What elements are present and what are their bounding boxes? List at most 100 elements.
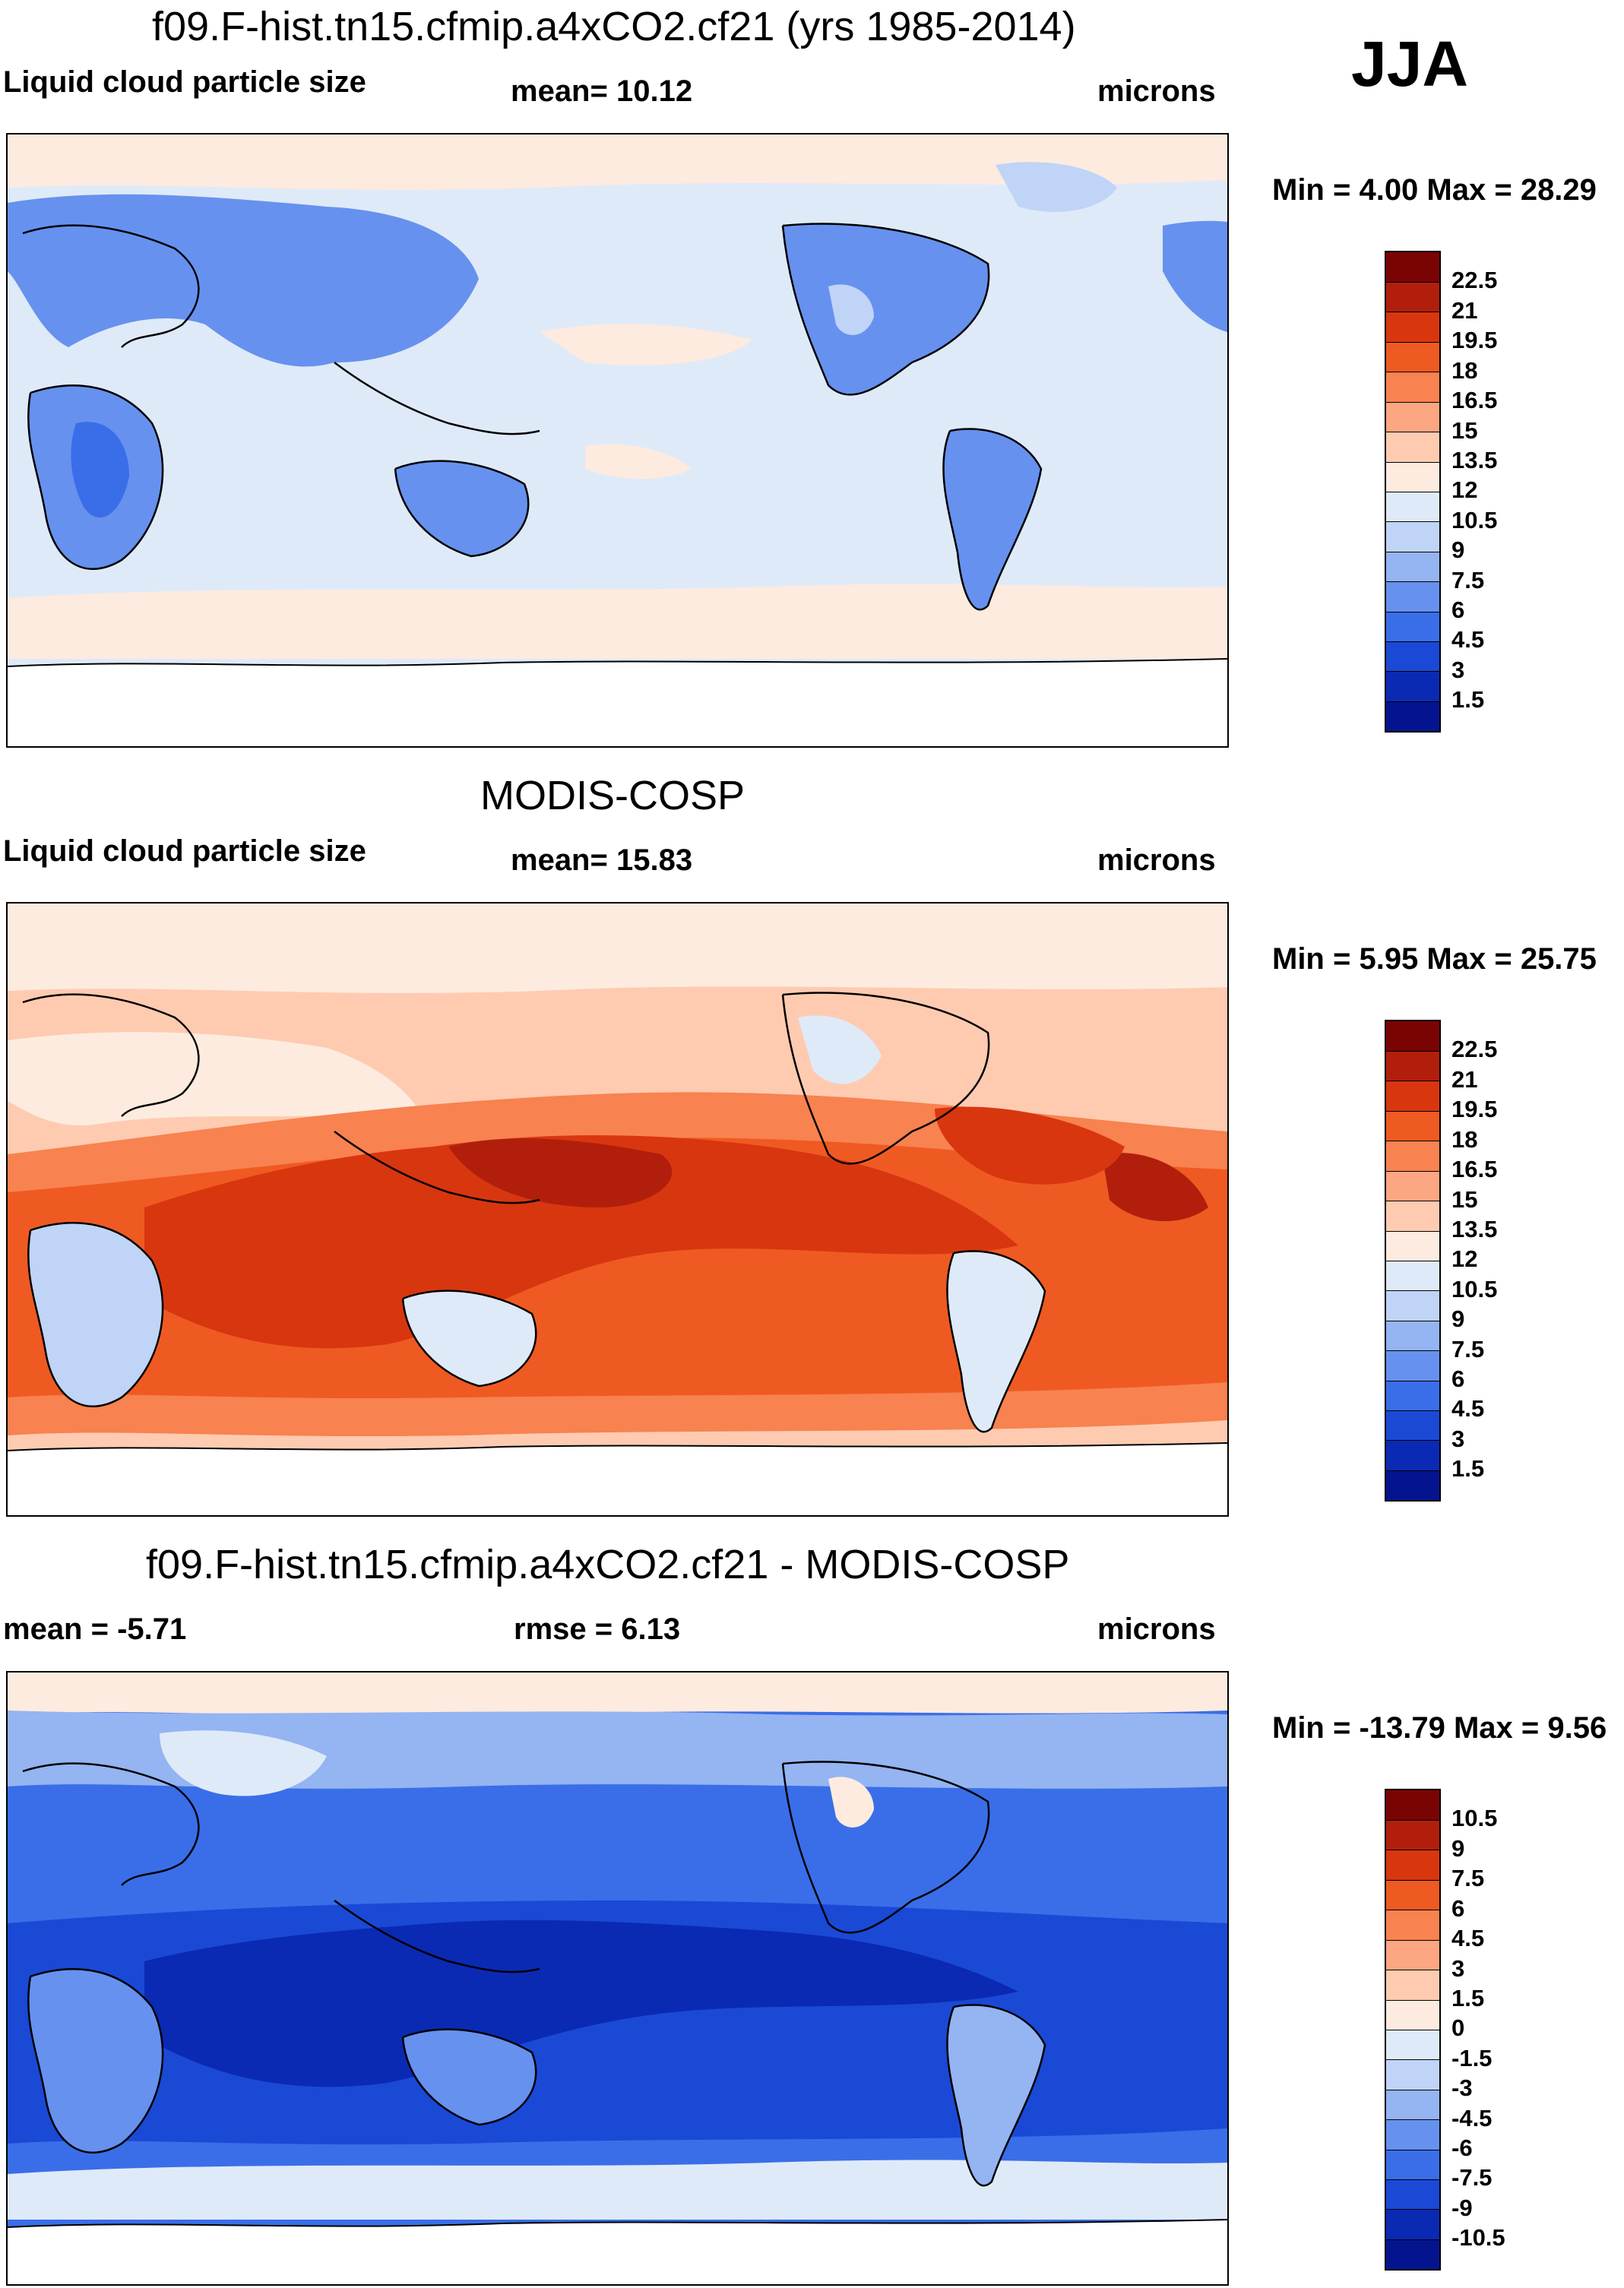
panel3-colorbar-tick: -7.5 — [1451, 2164, 1493, 2191]
panel2-colorbar-tick: 7.5 — [1451, 1336, 1485, 1362]
panel1-colorbar-segment — [1386, 372, 1439, 402]
season-label: JJA — [1351, 28, 1469, 100]
panel3-colorbar-segment — [1386, 1850, 1439, 1880]
panel2-colorbar-segment — [1386, 1321, 1439, 1351]
panel2-colorbar-tick: 22.5 — [1451, 1036, 1498, 1062]
panel1-mean-label: mean= 10.12 — [511, 74, 693, 108]
panel3-colorbar-tick: 3 — [1451, 1955, 1465, 1982]
panel1-colorbar-tick: 9 — [1451, 536, 1465, 563]
panel3-colorbar-segment — [1386, 1970, 1439, 2000]
panel2-colorbar-segment — [1386, 1261, 1439, 1291]
panel3-colorbar-segment — [1386, 2059, 1439, 2090]
panel2-colorbar-tick: 6 — [1451, 1366, 1465, 1392]
panel1-map — [6, 133, 1229, 748]
panel3-colorbar-tick: -9 — [1451, 2195, 1473, 2221]
panel1-colorbar-segment — [1386, 612, 1439, 642]
panel1-colorbar-segment — [1386, 312, 1439, 342]
panel1-colorbar-tick: 1.5 — [1451, 686, 1485, 713]
panel3-colorbar-segment — [1386, 1820, 1439, 1850]
panel2-colorbar-tick: 9 — [1451, 1305, 1465, 1332]
panel1-colorbar-tick: 22.5 — [1451, 267, 1498, 293]
panel3-map — [6, 1671, 1229, 2286]
panel2-colorbar-segment — [1386, 1410, 1439, 1441]
panel3-colorbar-segment — [1386, 2150, 1439, 2180]
panel1-title: f09.F-hist.tn15.cfmip.a4xCO2.cf21 (yrs 1… — [152, 4, 1076, 49]
panel1-colorbar-tick: 3 — [1451, 657, 1465, 683]
panel2-colorbar-tick: 21 — [1451, 1066, 1478, 1093]
panel3-colorbar-tick: 0 — [1451, 2014, 1465, 2041]
panel2-map-field — [8, 903, 1227, 1515]
panel1-colorbar — [1385, 251, 1441, 733]
panel3-units-label: microns — [1097, 1612, 1216, 1646]
panel1-colorbar-tick: 4.5 — [1451, 626, 1485, 653]
panel2-map — [6, 902, 1229, 1517]
panel3-mean-label: mean = -5.71 — [3, 1612, 187, 1646]
panel2-variable-label: Liquid cloud particle size — [3, 834, 366, 868]
panel1-colorbar-tick: 6 — [1451, 597, 1465, 623]
panel3-rmse-label: rmse = 6.13 — [514, 1612, 681, 1646]
panel1-colorbar-tick: 21 — [1451, 297, 1478, 324]
panel2-colorbar — [1385, 1020, 1441, 1502]
panel2-colorbar-tick: 3 — [1451, 1426, 1465, 1452]
panel2-title: MODIS-COSP — [480, 773, 746, 818]
panel3-colorbar-tick: -6 — [1451, 2135, 1473, 2161]
panel2-colorbar-tick: 4.5 — [1451, 1395, 1485, 1422]
panel2-colorbar-segment — [1386, 1470, 1439, 1500]
panel2-colorbar-segment — [1386, 1350, 1439, 1381]
panel1-colorbar-segment — [1386, 521, 1439, 552]
panel2-colorbar-segment — [1386, 1081, 1439, 1111]
panel1-colorbar-segment — [1386, 671, 1439, 701]
panel1-colorbar-segment — [1386, 581, 1439, 612]
panel2-colorbar-tick: 13.5 — [1451, 1216, 1498, 1242]
panel2-colorbar-segment — [1386, 1231, 1439, 1261]
panel2-colorbar-segment — [1386, 1051, 1439, 1081]
panel2-colorbar-segment — [1386, 1381, 1439, 1411]
panel3-colorbar-tick: 10.5 — [1451, 1805, 1498, 1831]
panel3-colorbar-tick: 6 — [1451, 1895, 1465, 1922]
panel3-colorbar-tick: 4.5 — [1451, 1925, 1485, 1951]
panel1-colorbar-segment — [1386, 492, 1439, 522]
panel3-colorbar-tick: -4.5 — [1451, 2105, 1493, 2131]
panel3-colorbar-segment — [1386, 1790, 1439, 1821]
panel3-minmax: Min = -13.79 Max = 9.56 — [1272, 1711, 1607, 1745]
panel1-colorbar-segment — [1386, 342, 1439, 372]
panel1-colorbar-segment — [1386, 552, 1439, 582]
panel1-colorbar-segment — [1386, 282, 1439, 312]
panel2-minmax: Min = 5.95 Max = 25.75 — [1272, 942, 1597, 976]
panel3-colorbar-tick: -10.5 — [1451, 2224, 1505, 2251]
panel3-title: f09.F-hist.tn15.cfmip.a4xCO2.cf21 - MODI… — [146, 1542, 1070, 1587]
panel2-colorbar-tick: 18 — [1451, 1126, 1478, 1153]
panel3-colorbar-segment — [1386, 2000, 1439, 2030]
panel2-colorbar-tick: 1.5 — [1451, 1455, 1485, 1482]
panel1-minmax: Min = 4.00 Max = 28.29 — [1272, 173, 1597, 207]
panel3-colorbar-segment — [1386, 2030, 1439, 2060]
panel3-colorbar — [1385, 1789, 1441, 2271]
panel2-mean-label: mean= 15.83 — [511, 843, 693, 877]
panel1-colorbar-segment — [1386, 701, 1439, 731]
panel3-map-field — [8, 1672, 1227, 2284]
panel3-colorbar-segment — [1386, 1910, 1439, 1940]
panel2-colorbar-tick: 12 — [1451, 1245, 1478, 1272]
panel2-colorbar-tick: 16.5 — [1451, 1156, 1498, 1182]
panel2-colorbar-tick: 15 — [1451, 1186, 1478, 1213]
panel1-colorbar-tick: 15 — [1451, 417, 1478, 444]
panel3-colorbar-segment — [1386, 2119, 1439, 2150]
panel1-colorbar-tick: 19.5 — [1451, 327, 1498, 353]
panel3-colorbar-segment — [1386, 1880, 1439, 1910]
panel2-colorbar-segment — [1386, 1440, 1439, 1470]
panel2-colorbar-segment — [1386, 1290, 1439, 1321]
panel3-colorbar-segment — [1386, 2090, 1439, 2120]
panel3-colorbar-tick: 9 — [1451, 1835, 1465, 1862]
panel1-colorbar-tick: 13.5 — [1451, 447, 1498, 473]
panel3-colorbar-segment — [1386, 2179, 1439, 2210]
panel1-map-field — [8, 134, 1227, 746]
panel2-colorbar-segment — [1386, 1021, 1439, 1052]
panel3-colorbar-tick: -3 — [1451, 2074, 1473, 2101]
panel2-colorbar-tick: 19.5 — [1451, 1096, 1498, 1122]
panel2-colorbar-tick: 10.5 — [1451, 1276, 1498, 1302]
panel1-colorbar-tick: 16.5 — [1451, 387, 1498, 413]
panel3-colorbar-segment — [1386, 2239, 1439, 2269]
panel1-colorbar-segment — [1386, 402, 1439, 432]
panel1-colorbar-segment — [1386, 432, 1439, 462]
panel1-colorbar-tick: 18 — [1451, 357, 1478, 384]
